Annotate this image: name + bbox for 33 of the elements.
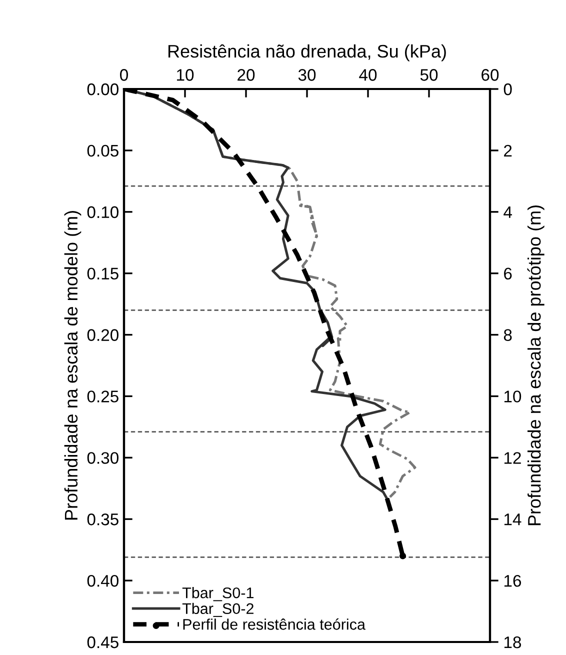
x-tick-label: 40 <box>359 69 377 81</box>
y2-axis-title: Profundidade na escala de protótipo (m) <box>527 206 544 526</box>
y-tick-label: 0.10 <box>87 206 118 218</box>
x-tick-label: 0 <box>120 69 128 81</box>
y-tick-label: 0.35 <box>87 514 118 526</box>
y2-tick-label: 6 <box>504 268 512 280</box>
y2-tick-label: 0 <box>504 83 512 96</box>
y-tick-label: 0.20 <box>87 329 118 341</box>
y-tick-label: 0.40 <box>87 574 118 587</box>
y2-tick-label: 2 <box>504 144 512 156</box>
x-tick-label: 30 <box>298 69 316 81</box>
y-tick-label: 0.05 <box>87 144 118 157</box>
y-axis-title: Profundidade na escala de modelo (m) <box>64 211 82 520</box>
legend-label: Tbar_S0-2 <box>182 602 254 617</box>
y-tick-label: 0.15 <box>87 268 118 280</box>
y2-tick-label: 12 <box>504 452 521 464</box>
y-tick-label: 0.30 <box>87 452 118 464</box>
x-tick-label: 50 <box>420 69 438 81</box>
legend-label: Tbar_S0-1 <box>182 587 254 602</box>
x-tick-label: 20 <box>238 69 255 81</box>
y-tick-label: 0.25 <box>87 390 118 402</box>
y-tick-label: 0.45 <box>87 636 118 648</box>
y2-tick-label: 10 <box>504 390 522 402</box>
y2-tick-label: 14 <box>504 514 522 526</box>
y2-tick-label: 18 <box>504 636 522 648</box>
x-axis-title: Resistência não drenada, Su (kPa) <box>168 44 446 62</box>
x-tick-label: 60 <box>482 69 499 81</box>
y-tick-label: 0.00 <box>87 83 118 96</box>
legend-label: Perfil de resistência teórica <box>183 618 366 630</box>
y2-tick-label: 4 <box>504 206 512 218</box>
y2-tick-label: 16 <box>504 574 521 587</box>
y2-tick-label: 8 <box>504 329 512 341</box>
x-tick-label: 10 <box>177 69 194 81</box>
